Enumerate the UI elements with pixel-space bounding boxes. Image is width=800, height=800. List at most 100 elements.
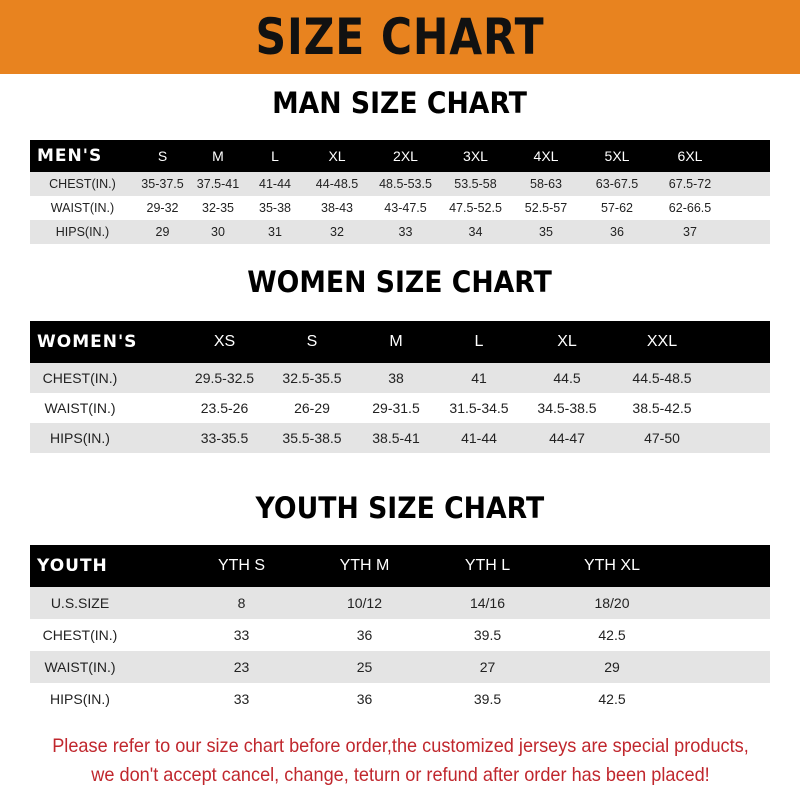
table-cell: 44-47	[549, 430, 585, 446]
size-column-header: M	[389, 333, 403, 350]
table-cell: 63-67.5	[595, 177, 639, 191]
table-cell: 58-63	[530, 177, 562, 191]
table-cell: 33	[233, 691, 250, 707]
table-cell: 39.5	[473, 691, 502, 707]
table-row: WAIST(IN.) 23 25 27 29	[30, 651, 770, 683]
table-cell: 35-37.5	[141, 177, 184, 191]
row-label: WAIST(IN.)	[44, 400, 116, 416]
table-cell: 44-48.5	[315, 177, 359, 191]
men-size-table: MEN'S S M L XL 2XL 3XL 4XL 5XL 6XL CHEST(IN.) 35-37…	[30, 140, 770, 244]
table-cell: 62-66.5	[668, 201, 712, 215]
table-cell: 44.5	[553, 370, 581, 386]
table-cell: 34	[468, 225, 483, 239]
table-cell: 41	[471, 370, 487, 386]
table-row: HIPS(IN.) 33 36 39.5 42.5	[30, 683, 770, 715]
row-label: HIPS(IN.)	[50, 430, 110, 446]
row-label: U.S.SIZE	[50, 595, 110, 611]
table-row: CHEST(IN.) 35-37.5 37.5-41 41-44 44-48.5 48.5…	[30, 172, 770, 196]
table-cell: 31.5-34.5	[449, 400, 509, 416]
table-cell: 44.5-48.5	[632, 370, 692, 386]
table-cell: 41-44	[461, 430, 497, 446]
table-cell: 42.5	[598, 627, 626, 643]
table-cell: 29-31.5	[372, 400, 420, 416]
women-section-title: WOMEN SIZE CHART	[0, 265, 800, 299]
women-size-table: WOMEN'S XS S M L XL XXL CHEST(IN.) 29.5-32.5 32.5…	[30, 321, 770, 453]
table-cell: 53.5-58	[454, 177, 497, 191]
row-label: WAIST(IN.)	[44, 659, 116, 675]
table-cell: 38.5-41	[372, 430, 420, 446]
table-cell: 26-29	[294, 400, 330, 416]
table-cell: 37	[683, 225, 697, 239]
men-section-title: MAN SIZE CHART	[0, 86, 800, 120]
table-cell: 36	[356, 691, 373, 707]
youth-section-title: YOUTH SIZE CHART	[0, 491, 800, 525]
notice-line-2: we don't accept cancel, change, teturn o…	[0, 764, 800, 787]
table-cell: 36	[610, 225, 624, 239]
table-cell: 33	[398, 225, 413, 239]
row-label: CHEST(IN.)	[42, 370, 118, 386]
size-column-header: XXL	[646, 333, 678, 350]
table-row: CHEST(IN.) 29.5-32.5 32.5-35.5 38 41 44.5 44.5…	[30, 363, 770, 393]
table-cell: 36	[356, 627, 373, 643]
table-cell: 33-35.5	[200, 430, 249, 446]
table-cell: 32-35	[202, 201, 234, 215]
table-header-row: WOMEN'S XS S M L XL XXL	[30, 321, 770, 363]
table-cell: 67.5-72	[668, 177, 712, 191]
size-column-header: YTH S	[217, 557, 266, 574]
row-label: WAIST(IN.)	[50, 201, 115, 215]
table-cell: 43-47.5	[384, 201, 427, 215]
size-column-header: 2XL	[393, 148, 418, 164]
table-row: U.S.SIZE 8 10/12 14/16 18/20	[30, 587, 770, 619]
table-cell: 35	[539, 225, 553, 239]
table-cell: 41-44	[259, 177, 291, 191]
table-cell: 25	[356, 659, 373, 675]
row-label: CHEST(IN.)	[42, 627, 118, 643]
table-cell: 38-43	[321, 201, 353, 215]
table-cell: 47-50	[644, 430, 680, 446]
table-cell: 30	[211, 225, 225, 239]
table-cell: 38	[388, 370, 404, 386]
table-header-label: WOMEN'S	[37, 332, 138, 352]
youth-size-table: YOUTH YTH S YTH M YTH L YTH XL U.S.SIZE 8 10/12…	[30, 545, 770, 715]
banner-title: SIZE CHART	[255, 8, 545, 66]
notice-text-2: we don't accept cancel, change, teturn o…	[90, 764, 710, 786]
table-cell: 10/12	[346, 595, 383, 611]
women-title-text: WOMEN SIZE CHART	[247, 265, 553, 299]
size-column-header: XS	[213, 333, 236, 350]
table-header-row: MEN'S S M L XL 2XL 3XL 4XL 5XL 6XL	[30, 140, 770, 172]
table-cell: 29-32	[146, 201, 179, 215]
size-chart-banner: SIZE CHART	[0, 0, 800, 74]
row-label: HIPS(IN.)	[55, 225, 110, 239]
size-column-header: YTH XL	[583, 557, 640, 574]
size-column-header: YTH L	[464, 557, 511, 574]
table-cell: 8	[237, 595, 246, 611]
table-cell: 27	[479, 659, 496, 675]
notice-line-1: Please refer to our size chart before or…	[0, 735, 800, 758]
table-row: HIPS(IN.) 33-35.5 35.5-38.5 38.5-41 41-44 44-…	[30, 423, 770, 453]
table-cell: 52.5-57	[524, 201, 568, 215]
table-row: WAIST(IN.) 23.5-26 26-29 29-31.5 31.5-34.5 34…	[30, 393, 770, 423]
row-label: CHEST(IN.)	[49, 177, 116, 191]
table-cell: 14/16	[469, 595, 506, 611]
size-column-header: 6XL	[677, 148, 703, 164]
table-header-label: MEN'S	[37, 146, 103, 166]
table-header-label: YOUTH	[37, 556, 108, 576]
table-cell: 34.5-38.5	[537, 400, 597, 416]
table-cell: 29.5-32.5	[194, 370, 255, 386]
table-cell: 18/20	[594, 595, 630, 611]
table-cell: 32	[330, 225, 344, 239]
table-cell: 37.5-41	[196, 177, 240, 191]
table-cell: 39.5	[473, 627, 502, 643]
table-row: HIPS(IN.) 29 30 31 32 33 34 35 36 37	[30, 220, 770, 244]
youth-title-text: YOUTH SIZE CHART	[255, 491, 545, 525]
size-column-header: XL	[328, 148, 346, 164]
table-cell: 42.5	[598, 691, 626, 707]
men-title-text: MAN SIZE CHART	[272, 86, 528, 120]
size-column-header: M	[212, 148, 224, 164]
table-cell: 35.5-38.5	[282, 430, 342, 446]
table-cell: 32.5-35.5	[282, 370, 342, 386]
table-row: CHEST(IN.) 33 36 39.5 42.5	[30, 619, 770, 651]
size-column-header: YTH M	[339, 557, 390, 574]
table-cell: 31	[268, 225, 282, 239]
size-column-header: L	[271, 148, 279, 164]
